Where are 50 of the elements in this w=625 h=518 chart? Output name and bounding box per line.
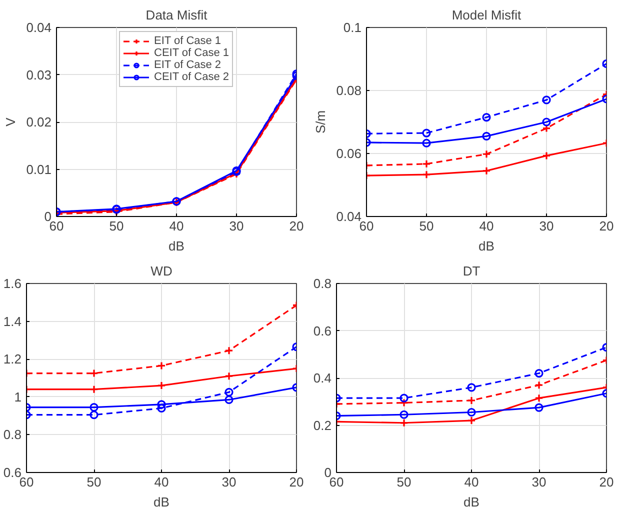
y-tick-label: 0 <box>44 209 52 224</box>
y-tick-label: 0.01 <box>26 162 52 177</box>
x-tick-label: 30 <box>222 474 236 490</box>
x-tick-label: 30 <box>229 218 244 234</box>
chart-title: DT <box>462 264 480 278</box>
y-tick-label: 0.4 <box>313 370 332 386</box>
y-tick-label: 1 <box>14 389 22 404</box>
legend-label: CEIT of Case 2 <box>154 71 229 83</box>
legend-label: EIT of Case 1 <box>154 35 222 47</box>
legend-label: EIT of Case 2 <box>154 59 222 71</box>
y-tick-label: 0.6 <box>3 465 22 480</box>
y-tick-label: 1.2 <box>3 352 22 367</box>
x-tick-label: 40 <box>464 474 479 490</box>
x-axis-title: dB <box>478 238 494 254</box>
x-tick-label: 50 <box>86 474 102 490</box>
y-tick-label: 0.8 <box>313 276 332 291</box>
x-tick-label: 50 <box>109 218 124 234</box>
x-tick-label: 30 <box>539 218 554 234</box>
chart-title: WD <box>150 264 172 278</box>
y-tick-label: 1.6 <box>3 276 22 291</box>
x-tick-label: 40 <box>479 218 494 234</box>
y-tick-label: 1.4 <box>3 314 22 329</box>
x-tick-label: 40 <box>154 474 169 490</box>
x-tick-label: 50 <box>396 474 412 490</box>
y-axis-title: V <box>3 117 18 126</box>
x-tick-label: 30 <box>532 474 546 490</box>
y-tick-label: 0.6 <box>313 323 332 338</box>
x-axis-title: dB <box>464 494 480 510</box>
y-tick-label: 0.2 <box>313 418 332 433</box>
x-tick-label: 50 <box>419 218 434 234</box>
y-tick-label: 0.02 <box>26 114 52 130</box>
y-tick-label: 0.08 <box>336 83 362 98</box>
y-tick-label: 0 <box>324 465 332 480</box>
x-tick-label: 20 <box>289 474 304 490</box>
y-tick-label: 0.8 <box>3 427 22 442</box>
y-tick-label: 0.1 <box>343 20 362 35</box>
x-tick-label: 20 <box>599 474 614 490</box>
x-tick-label: 20 <box>599 218 614 234</box>
legend-label: CEIT of Case 1 <box>154 47 229 59</box>
x-tick-label: 20 <box>289 218 304 234</box>
y-tick-label: 0.06 <box>336 146 362 161</box>
x-axis-title: dB <box>168 238 184 254</box>
x-axis-title: dB <box>154 494 170 510</box>
y-tick-label: 0.04 <box>336 209 362 224</box>
chart-title: Model Misfit <box>452 8 522 22</box>
x-tick-label: 40 <box>169 218 184 234</box>
y-tick-label: 0.03 <box>26 67 52 82</box>
y-axis-title: S/m <box>313 110 328 134</box>
y-tick-label: 0.04 <box>26 20 52 35</box>
chart-title: Data Misfit <box>146 8 208 22</box>
